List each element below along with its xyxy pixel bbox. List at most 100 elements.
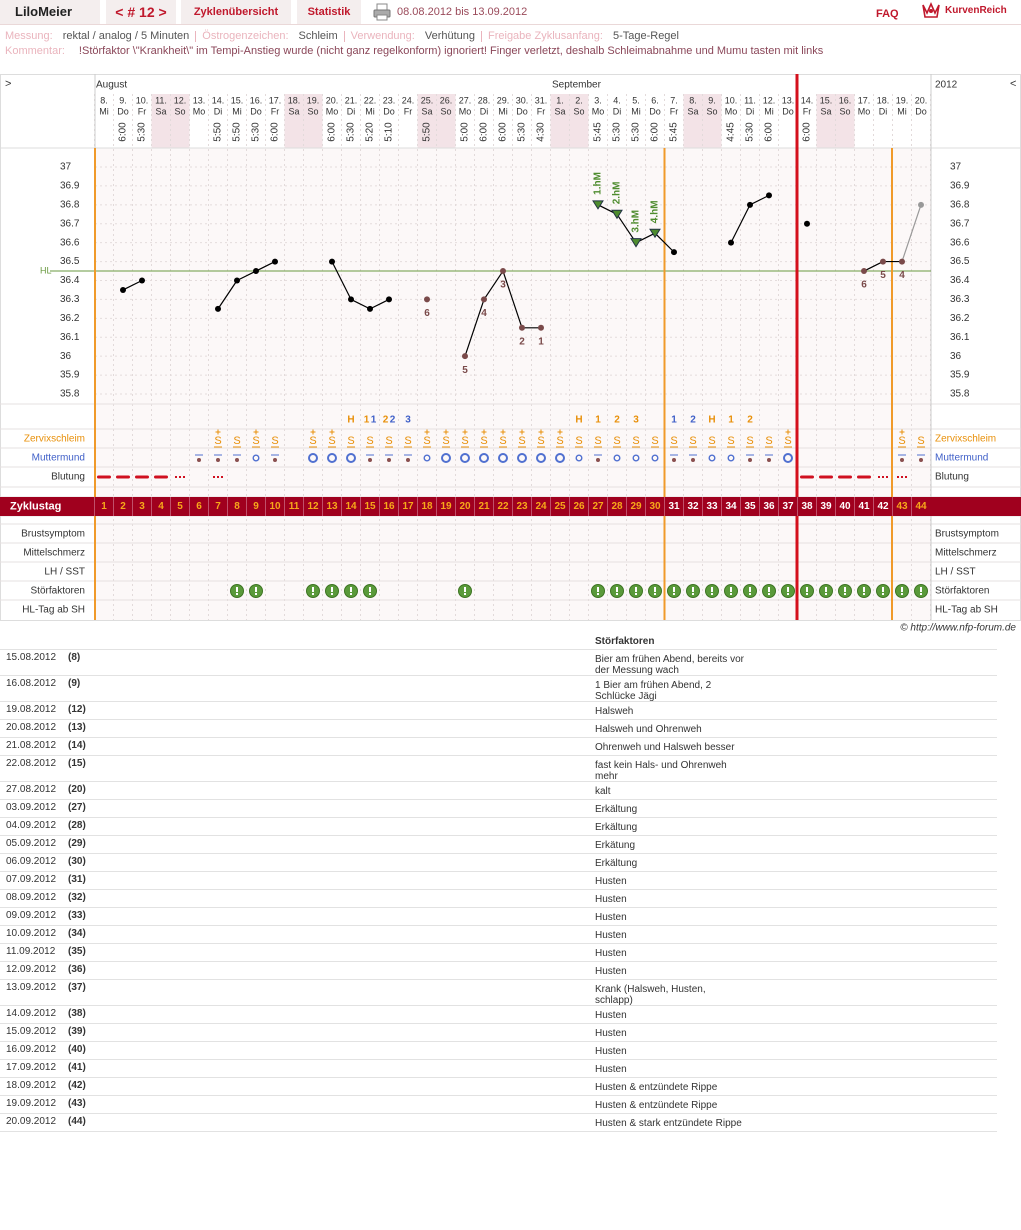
icon-bang: [616, 587, 618, 592]
schleim-peak: H: [347, 415, 354, 426]
overview-tab[interactable]: Zyklenübersicht: [181, 0, 291, 24]
cycle-day: 34: [725, 501, 737, 512]
info-value: Schleim: [298, 30, 338, 42]
temperature-line: [369, 298, 390, 310]
stoerfaktor-icon: [648, 584, 662, 598]
icon-bang: [920, 587, 922, 592]
row-text: Husten: [595, 966, 627, 977]
mumu-dot: [406, 458, 410, 462]
measure-time: 6:00: [327, 122, 338, 142]
separator: [195, 31, 197, 42]
weekday: Fr: [404, 106, 413, 116]
point-label: 5: [880, 270, 886, 281]
mumu-ring: [727, 454, 735, 462]
measure-time: 6:00: [118, 122, 129, 142]
measure-time: 6:00: [650, 122, 661, 142]
measure-time: 6:00: [802, 122, 813, 142]
row-label: Blutung: [935, 472, 969, 483]
zervix-symbol: S: [423, 435, 430, 447]
row-cycle-day: (41): [68, 1062, 86, 1073]
muttermund-symbol: [917, 454, 925, 462]
weekday: Mi: [365, 106, 375, 116]
print-icon[interactable]: [373, 3, 391, 21]
zervix-symbol: S: [480, 435, 487, 447]
comment-label: Kommentar:: [5, 45, 65, 57]
bleeding-light: [878, 476, 880, 478]
point-label: 2: [519, 336, 525, 347]
mumu-dot: [235, 458, 239, 462]
day-number: 9.: [119, 95, 127, 105]
row-cycle-day: (38): [68, 1008, 86, 1019]
y-tick-label: 35.8: [950, 389, 970, 400]
zervix-symbol: S: [784, 435, 791, 447]
weekday: Fr: [537, 106, 546, 116]
bleeding-symbol: [878, 476, 888, 478]
day-number: 16.: [839, 95, 852, 105]
bleeding-strong: [97, 475, 111, 479]
temperature-point: [918, 201, 924, 208]
zervix-symbol: S: [917, 435, 924, 447]
day-number: 24.: [402, 95, 415, 105]
muttermund-symbol: [689, 454, 697, 462]
logo-text[interactable]: KurvenReich: [945, 5, 1007, 16]
muttermund-symbol: [670, 454, 678, 462]
statistics-tab[interactable]: Statistik: [297, 0, 361, 24]
icon-bang-dot: [255, 593, 257, 595]
cycle-day: 7: [215, 501, 221, 512]
icon-bang: [635, 587, 637, 592]
schleim-peak: 2: [747, 415, 753, 426]
day-number: 19.: [896, 95, 909, 105]
muttermund-symbol: [423, 454, 431, 462]
measure-time: 4:45: [726, 122, 737, 142]
zervix-symbol: S: [651, 435, 658, 447]
info-label: Verwendung:: [350, 30, 415, 42]
weekend-shade: [303, 94, 323, 148]
day-number: 12.: [174, 95, 187, 105]
weekday: Di: [214, 106, 223, 116]
muttermund-symbol: [765, 454, 773, 462]
mumu-dot: [216, 458, 220, 462]
icon-bang: [882, 587, 884, 592]
y-tick-label: 36.5: [60, 256, 80, 267]
point-label: 3: [500, 280, 506, 291]
day-number: 25.: [421, 95, 434, 105]
point-label: 1.hM: [593, 172, 604, 195]
table-row: 06.09.2012 (30) Erkältung: [0, 854, 997, 872]
day-number: 13.: [782, 95, 795, 105]
mumu-ring: [252, 454, 260, 462]
temperature-line: [502, 270, 523, 328]
row-date: 27.08.2012: [6, 784, 57, 795]
temperature-point: [649, 228, 661, 239]
schleim-peak: 1: [728, 415, 734, 426]
row-date: 07.09.2012: [6, 874, 57, 885]
cycle-nav[interactable]: < # 12 >: [106, 0, 176, 24]
icon-bang-dot: [464, 593, 466, 595]
row-date: 16.08.2012: [6, 678, 57, 689]
y-tick-label: 36.2: [60, 313, 80, 324]
measure-time: 5:45: [593, 122, 604, 142]
row-text: Husten: [595, 1010, 627, 1021]
faq-link[interactable]: FAQ: [876, 8, 899, 20]
mumu-ring: [536, 453, 546, 463]
schleim-peak: H: [708, 415, 715, 426]
temperature-line: [483, 270, 504, 300]
y-tick-label: 36.7: [950, 218, 970, 229]
year-label: 2012: [935, 80, 958, 91]
cycle-day: 21: [478, 501, 490, 512]
muttermund-symbol: [708, 454, 716, 462]
day-number: 21.: [345, 95, 358, 105]
icon-bang: [331, 587, 333, 592]
zervix-symbol: S: [689, 435, 696, 447]
icon-bang: [844, 587, 846, 592]
y-tick-label: 35.9: [950, 370, 970, 381]
bleeding-light: [213, 476, 215, 478]
day-number: 6.: [651, 95, 659, 105]
icon-bang: [255, 587, 257, 592]
icon-bang: [806, 587, 808, 592]
bleeding-symbol: [175, 476, 185, 478]
day-number: 20.: [326, 95, 339, 105]
day-number: 5.: [632, 95, 640, 105]
bleeding-strong: [116, 475, 130, 479]
table-header: Störfaktoren: [595, 636, 655, 647]
